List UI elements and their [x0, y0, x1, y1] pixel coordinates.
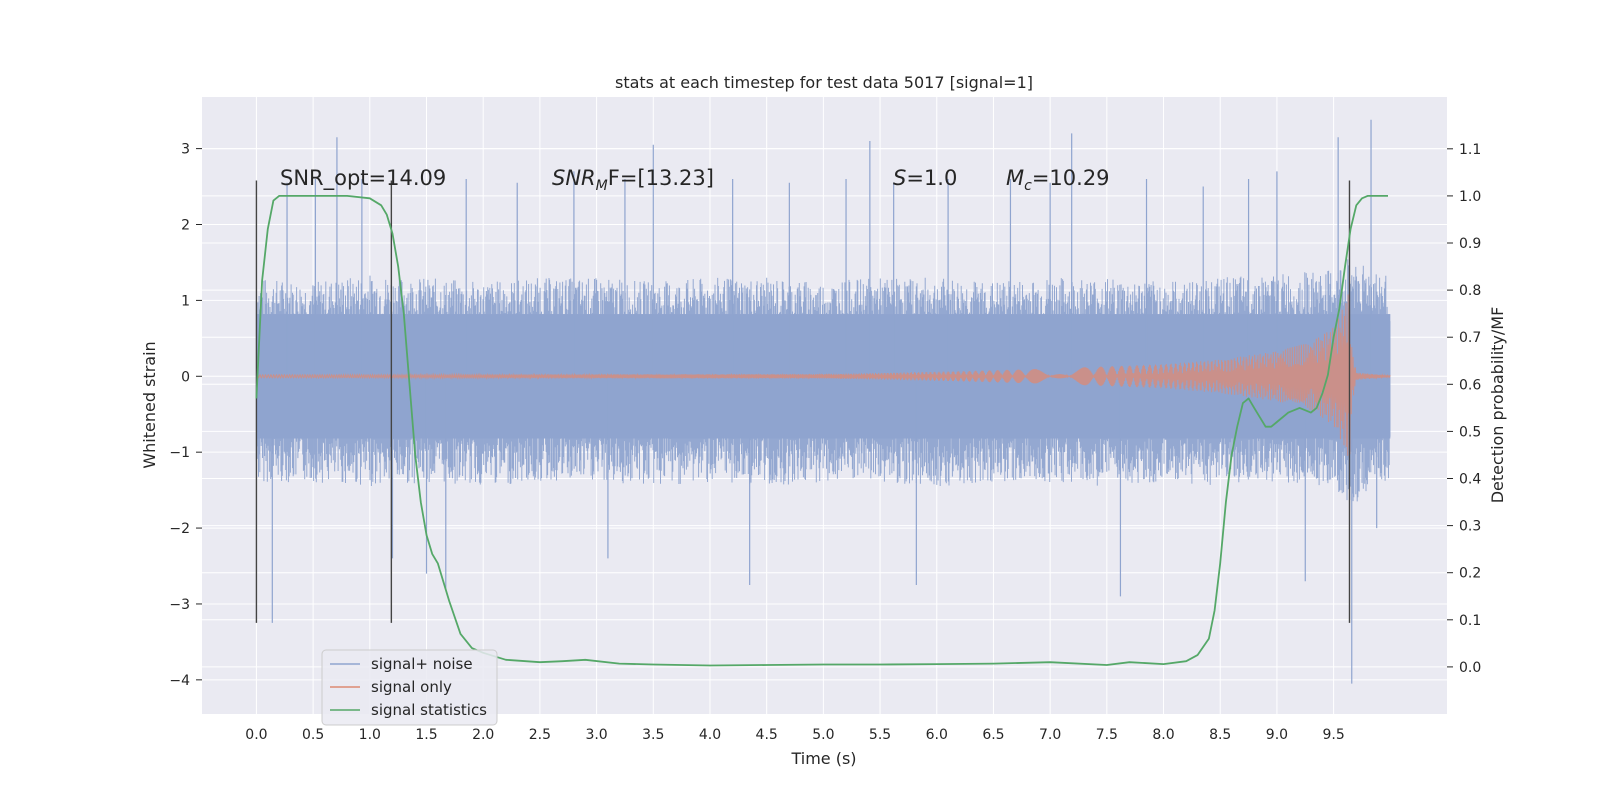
y2-tick-label: 1.0: [1459, 189, 1481, 205]
x-tick-label: 9.5: [1322, 727, 1344, 743]
annotation-mc-sub: c: [1024, 178, 1032, 194]
signal-only-series: [255, 291, 1391, 456]
y-tick-label: 1: [181, 293, 190, 309]
y-axis-label: Whitened strain: [140, 341, 159, 468]
legend-label-signal-statistics: signal statistics: [371, 701, 487, 719]
legend: signal+ noise signal only signal statist…: [321, 649, 498, 726]
signal-statistics-trace: [255, 194, 1388, 667]
y2-tick-label: 1.1: [1459, 142, 1481, 158]
x-tick-label: 6.0: [926, 727, 948, 743]
legend-label-signal-only: signal only: [371, 678, 452, 696]
y-tick-label: −4: [169, 673, 190, 689]
annotation-snr-mf: SNRMF=[13.23]: [552, 166, 714, 194]
vertical-markers: [255, 180, 1351, 623]
x-tick-label: 3.5: [642, 727, 664, 743]
annotation-mc: Mc=10.29: [1006, 166, 1110, 194]
annotation-s: S=1.0: [893, 166, 957, 190]
x-tick-label: 2.0: [472, 727, 494, 743]
y2-tick-label: 0.0: [1459, 660, 1481, 676]
chart-title: stats at each timestep for test data 501…: [615, 73, 1033, 92]
x-tick-label: 7.0: [1039, 727, 1061, 743]
legend-label-signal-noise: signal+ noise: [371, 655, 473, 673]
y-tick-label: 3: [181, 142, 190, 158]
signal-only-trace: [255, 291, 1391, 456]
x-tick-label: 1.5: [415, 727, 437, 743]
tick-labels: 0.0 0.5 1.0 1.5 2.0 2.5 3.0 3.5 4.0 4.5 5.0 5.5 6.0 6…: [169, 142, 1481, 743]
x-tick-label: 5.0: [812, 727, 834, 743]
y2-tick-label: 0.2: [1459, 566, 1481, 582]
x-tick-label: 4.0: [699, 727, 721, 743]
y2-tick-label: 0.3: [1459, 519, 1481, 535]
x-tick-label: 0.0: [245, 727, 267, 743]
annotation-snr-mf-main: SNR: [552, 166, 596, 190]
x-tick-label: 4.5: [756, 727, 778, 743]
y2-tick-label: 0.1: [1459, 613, 1481, 629]
y-tick-label: 2: [181, 217, 190, 233]
y2-tick-label: 0.8: [1459, 283, 1481, 299]
y2-tick-label: 0.9: [1459, 236, 1481, 252]
annotation-mc-rest: =10.29: [1032, 166, 1110, 190]
y2-axis-label: Detection probability/MF: [1488, 307, 1507, 504]
x-tick-label: 0.5: [302, 727, 324, 743]
y-tick-label: −3: [169, 597, 190, 613]
x-tick-label: 8.5: [1209, 727, 1231, 743]
x-tick-label: 3.0: [585, 727, 607, 743]
y2-tick-label: 0.5: [1459, 424, 1481, 440]
x-tick-label: 2.5: [529, 727, 551, 743]
x-axis-label: Time (s): [790, 749, 856, 768]
y2-tick-label: 0.6: [1459, 377, 1481, 393]
annotation-snr-opt: SNR_opt=14.09: [280, 166, 446, 191]
annotation-s-rest: =1.0: [906, 166, 957, 190]
y-tick-label: −2: [169, 521, 190, 537]
x-tick-label: 8.0: [1152, 727, 1174, 743]
x-tick-label: 7.5: [1096, 727, 1118, 743]
x-tick-label: 1.0: [359, 727, 381, 743]
y2-tick-label: 0.4: [1459, 472, 1481, 488]
annotation-snr-mf-rest: F=[13.23]: [608, 166, 714, 190]
annotation-mc-main: M: [1006, 166, 1024, 190]
x-tick-label: 6.5: [982, 727, 1004, 743]
x-tick-label: 5.5: [869, 727, 891, 743]
x-tick-label: 9.0: [1266, 727, 1288, 743]
annotation-s-main: S: [893, 166, 906, 190]
y-tick-label: 0: [181, 369, 190, 385]
y2-tick-label: 0.7: [1459, 330, 1481, 346]
legend-box: [321, 649, 498, 726]
signal-statistics-series: [255, 194, 1388, 667]
annotation-snr-mf-sub: M: [596, 178, 608, 194]
y-tick-label: −1: [169, 445, 190, 461]
